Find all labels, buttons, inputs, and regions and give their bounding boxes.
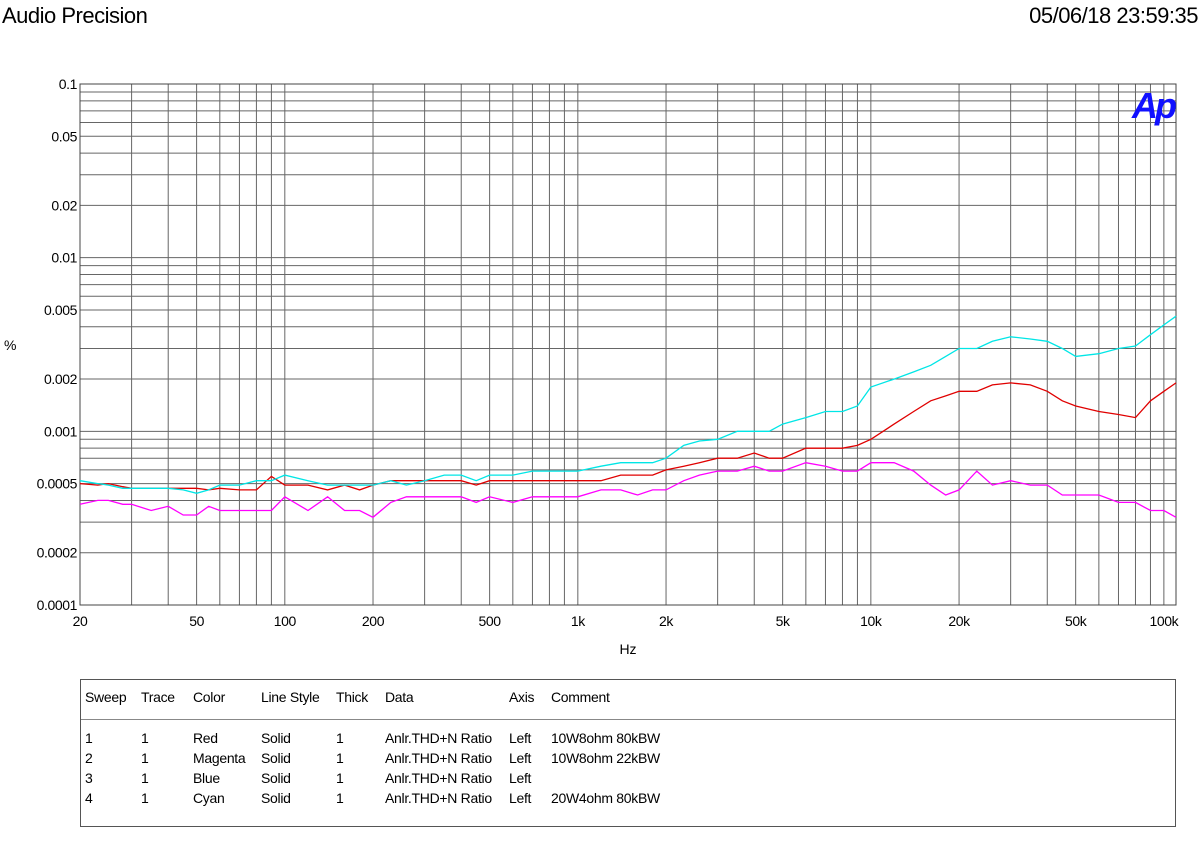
ap-logo: Ap: [1131, 85, 1176, 126]
legend-header-cell: Comment: [551, 689, 610, 705]
legend-cell: Cyan: [193, 790, 225, 806]
legend-cell: Anlr.THD+N Ratio: [385, 790, 492, 806]
x-tick-label: 1k: [571, 613, 586, 629]
x-axis-label: Hz: [619, 641, 636, 657]
series-line-cyan: [79, 315, 1177, 494]
x-tick-label: 10k: [860, 613, 883, 629]
legend-header-cell: Trace: [141, 689, 175, 705]
plot-frame: [79, 83, 1177, 606]
legend-cell: Left: [509, 750, 532, 766]
legend-cell: Blue: [193, 770, 220, 786]
x-tick-label: 50: [189, 613, 204, 629]
legend-header-cell: Data: [385, 689, 414, 705]
trace-legend-table: Sweep Trace Color Line Style Thick Data Axis Co…: [80, 679, 1176, 827]
x-tick-labels: 20 50 100 200 500 1k 2k 5k 10k 20k 50k 100k: [73, 613, 1180, 629]
y-axis-label: %: [4, 337, 16, 353]
legend-cell: 1: [336, 750, 344, 766]
legend-header-cell: Sweep: [85, 689, 127, 705]
legend-cell: 1: [336, 770, 344, 786]
y-tick-label: 0.0002: [37, 545, 78, 561]
legend-cell: 3: [85, 770, 93, 786]
x-tick-label: 2k: [659, 613, 674, 629]
y-tick-labels: 0.1 0.05 0.02 0.01 0.005 0.002 0.001 0.0005 0.00…: [37, 76, 78, 613]
legend-cell: 1: [141, 730, 149, 746]
timestamp: 05/06/18 23:59:35: [1029, 3, 1198, 28]
legend-cell: 1: [141, 770, 149, 786]
legend-cell: 4: [85, 790, 93, 806]
legend-header-cell: Line Style: [261, 689, 320, 705]
legend-cell: Anlr.THD+N Ratio: [385, 750, 492, 766]
legend-cell: 1: [336, 730, 344, 746]
x-tick-label: 100: [274, 613, 297, 629]
y-tick-label: 0.1: [59, 76, 78, 92]
legend-header-divider: [81, 719, 1175, 720]
chart-series: [79, 315, 1177, 519]
x-tick-label: 50k: [1065, 613, 1088, 629]
x-tick-label: 200: [362, 613, 385, 629]
legend-cell: 1: [141, 790, 149, 806]
series-line-magenta: [79, 462, 1177, 519]
legend-header-cell: Thick: [336, 689, 368, 705]
series-line-red: [79, 382, 1177, 491]
x-tick-label: 100k: [1149, 613, 1179, 629]
x-tick-label: 500: [479, 613, 502, 629]
legend-cell: 20W4ohm 80kBW: [551, 790, 660, 806]
legend-cell: 10W8ohm 80kBW: [551, 730, 660, 746]
legend-cell: Solid: [261, 790, 291, 806]
legend-cell: Left: [509, 730, 532, 746]
legend-cell: 1: [85, 730, 93, 746]
x-tick-label: 20k: [948, 613, 971, 629]
legend-cell: 2: [85, 750, 93, 766]
legend-cell: Solid: [261, 770, 291, 786]
y-tick-label: 0.002: [44, 371, 78, 387]
chart-grid: [79, 83, 1177, 606]
legend-cell: 1: [336, 790, 344, 806]
y-tick-label: 0.01: [51, 250, 77, 266]
legend-header-cell: Color: [193, 689, 225, 705]
legend-cell: 10W8ohm 22kBW: [551, 750, 660, 766]
legend-cell: Solid: [261, 750, 291, 766]
legend-cell: Red: [193, 730, 218, 746]
y-tick-label: 0.02: [51, 197, 77, 213]
y-tick-label: 0.0005: [37, 476, 78, 492]
y-tick-label: 0.005: [44, 302, 78, 318]
legend-cell: Magenta: [193, 750, 246, 766]
legend-cell: Left: [509, 790, 532, 806]
thd-n-chart: 0.1 0.05 0.02 0.01 0.005 0.002 0.001 0.0005 0.00…: [4, 76, 1180, 657]
legend-cell: Anlr.THD+N Ratio: [385, 770, 492, 786]
legend-cell: Left: [509, 770, 532, 786]
y-tick-label: 0.0001: [37, 597, 78, 613]
y-tick-label: 0.05: [51, 128, 77, 144]
legend-cell: Solid: [261, 730, 291, 746]
legend-cell: Anlr.THD+N Ratio: [385, 730, 492, 746]
y-tick-label: 0.001: [44, 423, 78, 439]
brand-title: Audio Precision: [2, 3, 148, 28]
x-tick-label: 20: [73, 613, 88, 629]
legend-cell: 1: [141, 750, 149, 766]
x-tick-label: 5k: [776, 613, 791, 629]
legend-header-cell: Axis: [509, 689, 535, 705]
